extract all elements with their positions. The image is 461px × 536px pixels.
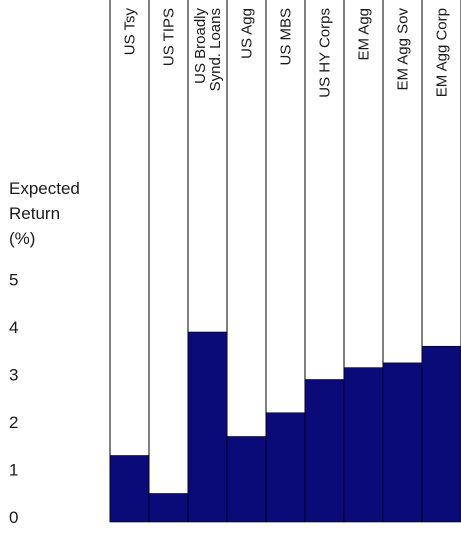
bar [382,362,423,523]
column-dividers [109,0,461,522]
category-label: US HY Corps [317,8,334,98]
category-label: EM Agg [356,8,373,61]
category-label: EM Agg Sov [395,8,412,91]
y-tick-label: 2 [9,413,18,432]
y-axis-label: Expected Return (%) [9,179,80,248]
category-label: US Tsy [122,8,139,56]
category-label: US TIPS [161,8,178,66]
bars [109,331,461,523]
bar [421,345,461,523]
category-label: US Broadly [192,8,209,84]
y-tick-label: 5 [9,271,18,290]
bar [187,331,228,523]
category-label: EM Agg Corp [434,8,451,97]
bar [148,493,189,523]
category-label: Synd. Loans [207,8,224,91]
y-tick-label: 4 [9,318,18,337]
bar [226,436,267,523]
y-tick-label: 3 [9,366,18,385]
category-label: US Agg [239,8,256,59]
bar [109,455,150,523]
bar [343,367,384,523]
y-tick-label: 0 [9,508,18,527]
y-tick-label: 1 [9,461,18,480]
bar [265,412,306,523]
y-axis-label-line: (%) [9,229,35,248]
bar [304,379,345,523]
y-axis-ticks: 0 1 2 3 4 5 [9,271,18,528]
category-label: US MBS [278,8,295,66]
y-axis-label-line: Expected [9,179,80,198]
y-axis-label-line: Return [9,204,60,223]
